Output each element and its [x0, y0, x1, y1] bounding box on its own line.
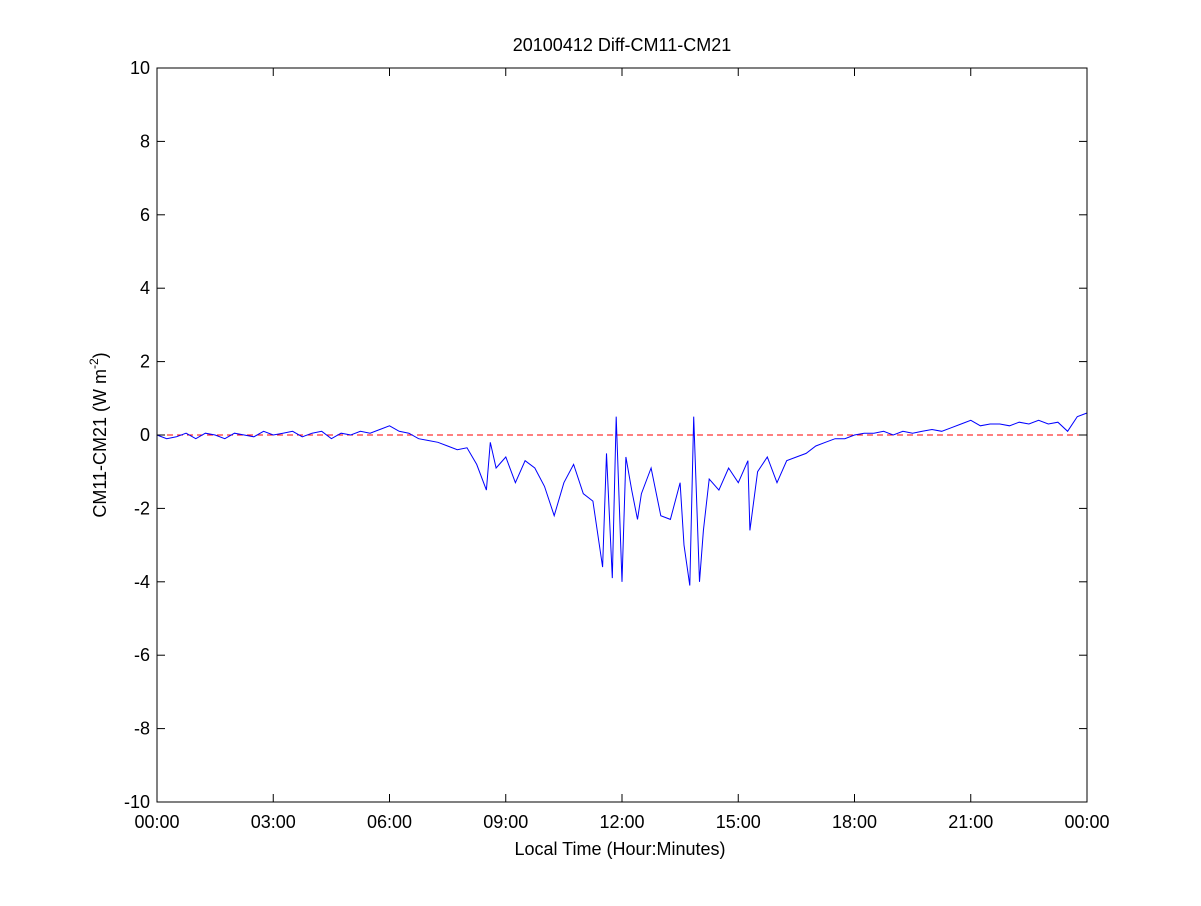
y-tick-label: 10: [130, 58, 150, 78]
y-axis-label: CM11-CM21 (W m-2): [87, 352, 110, 517]
series-layer: [156, 412, 1088, 586]
x-axis-label: Local Time (Hour:Minutes): [514, 839, 725, 859]
series-line-0: [156, 412, 1088, 586]
chart-title: 20100412 Diff-CM11-CM21: [513, 35, 731, 55]
x-tick-label: 00:00: [134, 812, 179, 832]
x-tick-label: 06:00: [367, 812, 412, 832]
y-tick-label: -6: [134, 645, 150, 665]
x-tick-label: 03:00: [251, 812, 296, 832]
y-tick-label: 6: [140, 205, 150, 225]
y-tick-label: 2: [140, 352, 150, 372]
x-tick-label: 09:00: [483, 812, 528, 832]
x-tick-label: 15:00: [716, 812, 761, 832]
y-tick-label: -8: [134, 719, 150, 739]
x-tick-label: 21:00: [948, 812, 993, 832]
y-axis-label-main: CM11-CM21 (W m: [90, 369, 110, 518]
x-tick-label: 12:00: [599, 812, 644, 832]
y-tick-label: 4: [140, 278, 150, 298]
x-axis-ticks: 00:00 03:00 06:00 09:00 12:00 15:00 18:00 21:00…: [134, 68, 1110, 832]
y-axis-ticks: -10 -8 -6 -4 -2 0 2 4 6 8 10: [124, 58, 1087, 812]
y-tick-label: 0: [140, 425, 150, 445]
y-axis-label-exponent: -2: [87, 358, 101, 369]
y-tick-label: 8: [140, 131, 150, 151]
y-tick-label: -4: [134, 572, 150, 592]
y-axis-label-close: ): [90, 352, 110, 358]
x-tick-label: 18:00: [832, 812, 877, 832]
x-tick-label: 00:00: [1064, 812, 1109, 832]
y-tick-label: -2: [134, 498, 150, 518]
y-tick-label: -10: [124, 792, 150, 812]
